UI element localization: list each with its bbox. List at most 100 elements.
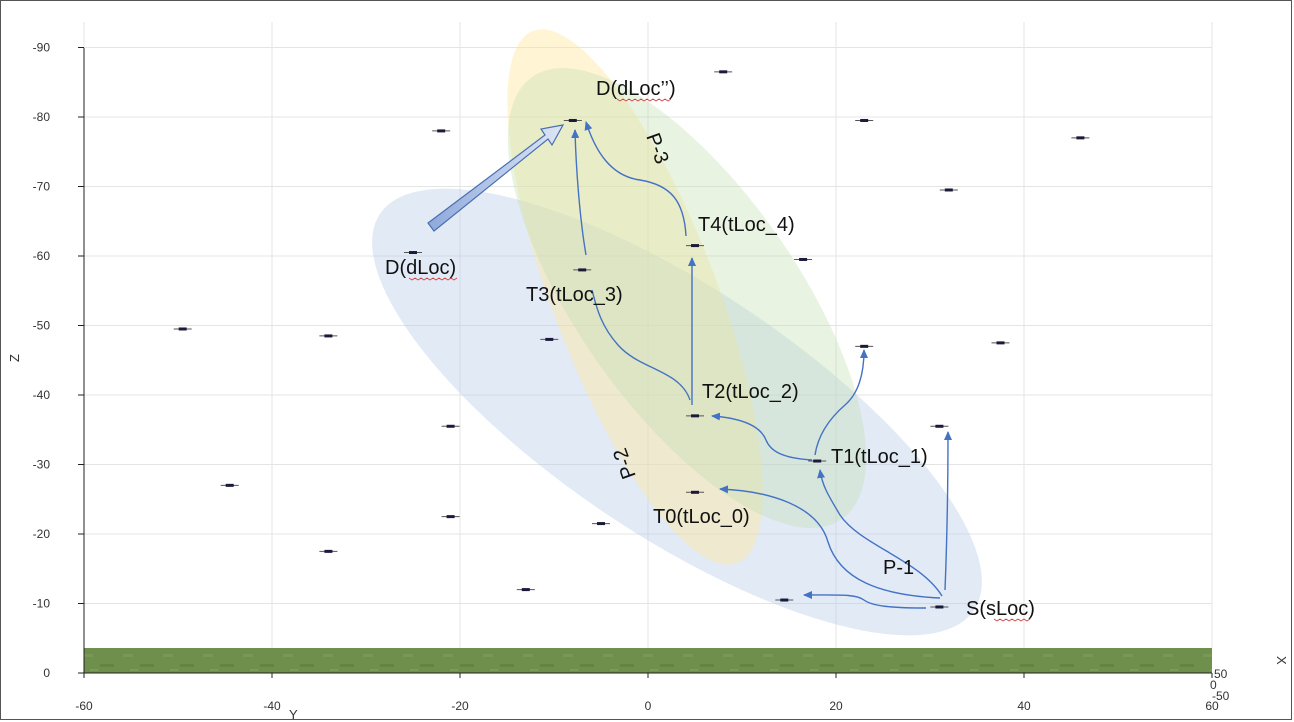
uav-marker-body <box>409 251 417 255</box>
uav-marker-body <box>545 337 554 341</box>
uav-marker-body <box>935 605 944 609</box>
arrow-t1-to-t2 <box>711 412 813 461</box>
relocation-block-arrow <box>427 124 565 232</box>
uav-marker <box>319 334 338 338</box>
uav-marker-body <box>1076 136 1085 140</box>
z-tick-label: -40 <box>33 388 51 402</box>
arrow-s-to-near <box>803 590 927 609</box>
uav-marker <box>319 549 338 553</box>
uav-marker-body <box>719 70 728 74</box>
uav-marker <box>1071 136 1090 140</box>
uav-marker <box>714 70 733 74</box>
arrow-s-to-up <box>943 431 952 591</box>
z-axis-ticks: 0 -10 -20 -30 -40 -50 -60 -70 -80 -90 <box>33 41 84 680</box>
ellipse-p3 <box>507 68 867 528</box>
uav-marker <box>563 118 582 122</box>
uav-marker <box>686 244 704 248</box>
uav-marker-body <box>225 483 234 487</box>
uav-marker-body <box>446 424 455 428</box>
x-tick-label: 0 <box>645 699 652 713</box>
uav-marker-body <box>446 515 455 519</box>
ellipse-p2 <box>507 29 763 565</box>
label-t3: T3(tLoc_3) <box>526 284 623 306</box>
uav-marker-body <box>437 129 446 133</box>
uav-marker-body <box>597 522 605 526</box>
uav-marker-body <box>935 424 944 428</box>
uav-marker-body <box>324 549 333 553</box>
arrow-t3-to-dalt <box>571 129 587 256</box>
z-tick-label: -70 <box>33 180 51 194</box>
label-source: S(sLoc) <box>966 598 1035 620</box>
uav-marker-body <box>568 118 577 122</box>
z-tick-label: -30 <box>33 458 51 472</box>
x-tick-label: -60 <box>75 699 93 713</box>
arrow-t1-to-upper <box>814 349 868 456</box>
uav-marker <box>930 424 949 428</box>
arrow-t2-to-t3 <box>591 289 691 401</box>
x-tick-label: -20 <box>451 699 469 713</box>
spellcheck-underlines <box>408 98 1031 622</box>
uav-marker <box>794 257 813 261</box>
uav-marker-body <box>521 588 530 592</box>
label-p1: P-1 <box>883 557 914 579</box>
uav-marker <box>775 598 794 602</box>
x-tick-label: -40 <box>263 699 281 713</box>
z-tick-label: -60 <box>33 249 51 263</box>
label-dest-alt: D(dLoc’’) <box>596 78 676 100</box>
ellipse-p1 <box>372 188 982 636</box>
uav-marker-body <box>780 598 789 602</box>
z-tick-label: 0 <box>43 666 50 680</box>
corner-label-neg50: -50 <box>1212 689 1230 703</box>
uav-markers <box>173 70 1090 609</box>
uav-marker-body <box>944 188 953 192</box>
y-axis-label: Y <box>289 707 298 722</box>
uav-marker-body <box>860 118 869 122</box>
uav-marker <box>441 424 460 428</box>
uav-marker <box>516 588 535 592</box>
corner-label-50: 50 <box>1214 667 1228 681</box>
arrow-s-to-t0 <box>719 485 941 599</box>
x-tick-label: 60 <box>1205 699 1219 713</box>
uav-marker <box>441 515 460 519</box>
uav-marker <box>686 490 704 494</box>
flow-arrows <box>571 121 952 609</box>
uav-marker <box>808 459 827 463</box>
uav-marker-body <box>178 327 187 331</box>
x-axis-label: X <box>1274 656 1289 665</box>
uav-marker <box>432 129 451 133</box>
uav-marker-body <box>996 341 1005 345</box>
uav-marker <box>573 268 592 272</box>
uav-marker <box>220 483 239 487</box>
x-axis-ticks: -60 -40 -20 0 20 40 60 <box>75 673 1219 713</box>
uav-marker <box>855 344 874 348</box>
arrow-t4-to-dalt <box>584 121 687 237</box>
label-t2: T2(tLoc_2) <box>702 381 799 403</box>
uav-marker-body <box>860 344 869 348</box>
z-tick-label: -80 <box>33 110 51 124</box>
uav-marker <box>939 188 958 192</box>
uav-marker <box>686 414 704 418</box>
uav-marker <box>404 251 422 255</box>
label-t0: T0(tLoc_0) <box>653 506 750 528</box>
uav-marker <box>173 327 192 331</box>
z-tick-label: -10 <box>33 597 51 611</box>
uav-marker <box>991 341 1010 345</box>
uav-marker <box>855 118 874 122</box>
uav-marker-body <box>691 244 699 248</box>
uav-marker <box>540 337 559 341</box>
x-tick-label: 20 <box>829 699 843 713</box>
z-tick-label: -20 <box>33 527 51 541</box>
z-tick-label: -50 <box>33 319 51 333</box>
uav-marker <box>592 522 610 526</box>
uav-marker-body <box>578 268 587 272</box>
uav-marker-body <box>324 334 333 338</box>
corner-label-0: 0 <box>1210 678 1217 692</box>
ground-strip <box>84 648 1212 673</box>
z-axis-label: Z <box>7 354 22 362</box>
label-t4: T4(tLoc_4) <box>698 214 795 236</box>
uav-marker-body <box>813 459 822 463</box>
uav-marker <box>930 605 949 609</box>
label-dest: D(dLoc) <box>385 257 456 279</box>
